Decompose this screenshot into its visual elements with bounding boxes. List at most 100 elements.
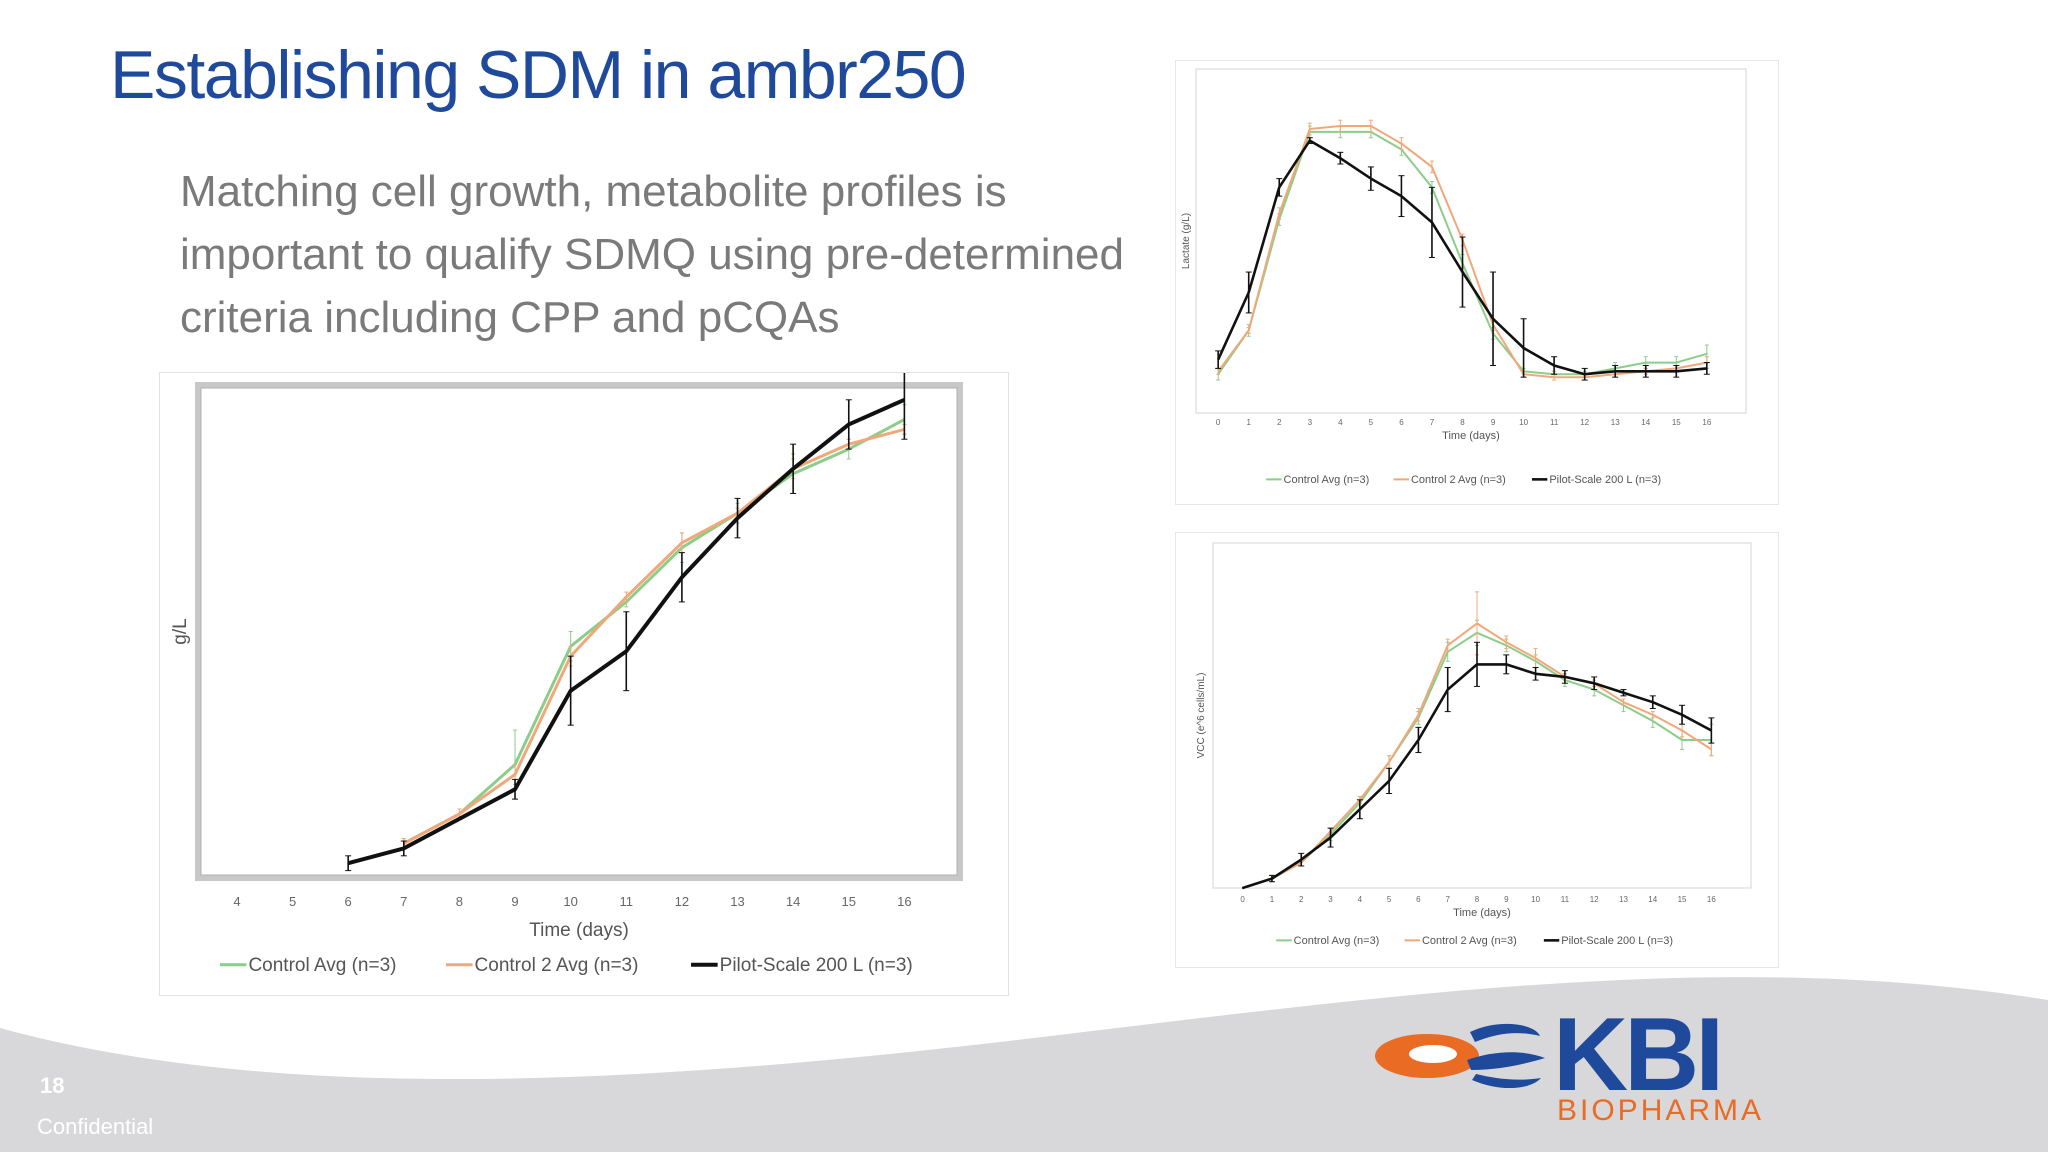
data-point <box>1593 682 1595 685</box>
legend-label: Pilot-Scale 200 L (n=3) <box>720 955 913 976</box>
x-tick-label: 8 <box>456 894 463 909</box>
x-tick-label: 16 <box>897 894 911 909</box>
chart-lactate-panel: 0 1 2 3 4 5 6 7 8 9 10 11 12 13 14 15 16 Time (days) Lacta… <box>1175 60 1779 505</box>
data-point <box>1388 761 1390 763</box>
x-tick-label: 2 <box>1299 895 1304 904</box>
data-point <box>514 788 516 791</box>
data-point <box>1505 641 1508 644</box>
data-point <box>1651 713 1654 716</box>
data-point <box>1388 780 1390 782</box>
x-tick-label: 11 <box>620 894 634 909</box>
legend-label: Control Avg (n=3) <box>1294 935 1380 947</box>
x-tick-label: 3 <box>1308 418 1313 427</box>
data-point <box>1370 177 1372 180</box>
data-point <box>1241 887 1244 889</box>
x-tick-label: 11 <box>1561 895 1570 904</box>
logo-mark-icon <box>1375 1023 1545 1089</box>
series-line <box>403 418 906 845</box>
x-tick-label: 8 <box>1475 895 1480 904</box>
confidential-label: Confidential <box>37 1114 154 1139</box>
data-point <box>1644 361 1647 364</box>
x-tick-label: 10 <box>1519 418 1528 427</box>
data-point <box>681 576 683 579</box>
x-tick-label: 13 <box>1619 895 1628 904</box>
data-point <box>1417 739 1420 741</box>
x-tick-label: 2 <box>1277 418 1282 427</box>
x-tick-label: 6 <box>345 894 352 909</box>
data-point <box>1278 212 1281 215</box>
x-tick-label: 7 <box>1430 418 1435 427</box>
legend-label: Pilot-Scale 200 L (n=3) <box>1561 935 1673 947</box>
data-point <box>1644 370 1647 373</box>
x-tick-label: 4 <box>1338 418 1343 427</box>
data-point <box>1461 271 1464 273</box>
x-tick-label: 13 <box>730 894 744 909</box>
data-point <box>1622 701 1625 703</box>
x-tick-label: 14 <box>786 894 800 909</box>
data-point <box>1614 370 1617 373</box>
data-point <box>1675 361 1678 364</box>
legend-label: Control 2 Avg (n=3) <box>1422 935 1517 947</box>
data-point <box>1583 373 1586 376</box>
x-tick-label: 9 <box>511 894 518 909</box>
data-point <box>736 517 739 519</box>
chart-main-svg: 4 5 6 7 8 9 10 11 12 13 14 15 16 Time (days) g/L Contro… <box>170 373 963 976</box>
x-tick-label: 5 <box>289 894 296 909</box>
data-point <box>1278 186 1281 189</box>
plot-frame <box>200 387 958 876</box>
data-point <box>1247 291 1250 294</box>
data-point <box>1553 364 1555 367</box>
data-point <box>1492 317 1494 320</box>
data-point <box>1553 376 1555 378</box>
data-point <box>514 773 516 776</box>
x-axis-label: Time (days) <box>1442 430 1500 442</box>
data-point <box>903 398 906 401</box>
chart-vcc-panel: 0 1 2 3 4 5 6 7 8 9 10 11 12 13 14 15 16 Time (days) VCC (… <box>1175 532 1779 968</box>
y-axis-label: g/L <box>170 618 191 644</box>
x-tick-label: 6 <box>1399 418 1404 427</box>
data-point <box>1271 877 1273 880</box>
y-axis-label: Lactate (g/L) <box>1181 213 1192 269</box>
legend-label: Control 2 Avg (n=3) <box>1411 474 1506 486</box>
data-point <box>1431 166 1433 168</box>
x-tick-label: 1 <box>1246 418 1251 427</box>
legend-label: Pilot-Scale 200 L (n=3) <box>1549 474 1661 486</box>
data-point <box>1339 157 1342 159</box>
x-tick-label: 16 <box>1702 418 1711 427</box>
x-tick-label: 15 <box>1672 418 1681 427</box>
x-tick-label: 5 <box>1387 895 1392 904</box>
x-tick-label: 0 <box>1216 418 1221 427</box>
logo-subtitle: BIOPHARMA <box>1557 1094 1765 1127</box>
data-point <box>1308 128 1311 130</box>
x-tick-label: 7 <box>1445 895 1450 904</box>
x-axis-label: Time (days) <box>1453 907 1511 919</box>
data-point <box>1681 729 1683 732</box>
data-point <box>1247 329 1250 332</box>
data-point <box>1476 663 1478 666</box>
data-point <box>569 689 572 692</box>
plot-frame-band <box>195 382 963 881</box>
x-tick-label: 1 <box>1270 895 1275 904</box>
x-tick-label: 10 <box>1531 895 1540 904</box>
x-tick-label: 5 <box>1369 418 1374 427</box>
slide-title: Establishing SDM in ambr250 <box>110 37 967 113</box>
series-line <box>403 427 905 845</box>
data-point <box>458 818 461 820</box>
series-2 <box>1241 641 1715 890</box>
data-point <box>1651 701 1654 703</box>
x-tick-label: 4 <box>1358 895 1363 904</box>
data-point <box>1534 673 1537 675</box>
data-point <box>1522 347 1525 349</box>
x-tick-label: 13 <box>1611 418 1620 427</box>
legend-label: Control Avg (n=3) <box>1284 474 1370 486</box>
data-point <box>1339 125 1342 127</box>
data-point <box>1710 729 1713 732</box>
data-point <box>1400 195 1403 197</box>
data-point <box>1431 221 1433 224</box>
data-point <box>625 650 628 653</box>
x-axis-label: Time (days) <box>529 920 629 941</box>
x-tick-label: 4 <box>233 894 240 909</box>
data-point <box>1446 644 1449 647</box>
data-point <box>681 541 683 544</box>
